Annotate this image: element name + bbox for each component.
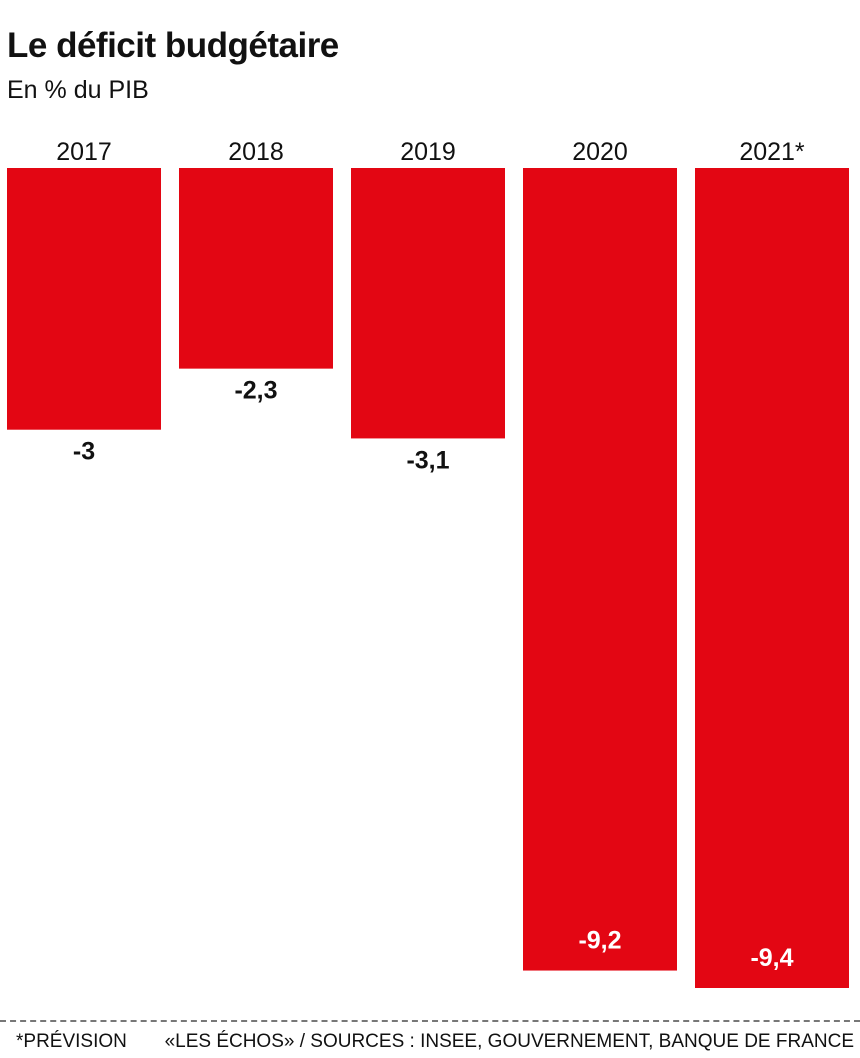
chart-title: Le déficit budgétaire — [7, 26, 339, 65]
value-label: -3,1 — [406, 446, 449, 474]
footnote-prevision: *PRÉVISION — [16, 1031, 127, 1052]
category-label: 2019 — [400, 138, 456, 166]
bar-chart: 2017 -3 2018 -2,3 2019 -3,1 2020 -9,2 2021* -9,4 — [7, 138, 849, 988]
bar-2021 — [695, 168, 849, 988]
category-label: 2021* — [739, 138, 805, 166]
value-label: -3 — [73, 438, 95, 466]
category-label: 2020 — [572, 138, 628, 166]
value-label: -2,3 — [234, 377, 277, 405]
bar-2019 — [351, 168, 505, 439]
bar-2020 — [523, 168, 677, 971]
value-label: -9,2 — [578, 927, 621, 955]
category-label: 2017 — [56, 138, 112, 166]
category-label: 2018 — [228, 138, 284, 166]
value-label: -9,4 — [750, 944, 793, 972]
bar-2018 — [179, 168, 333, 369]
chart-subtitle: En % du PIB — [7, 76, 149, 104]
bar-2017 — [7, 168, 161, 430]
footer-divider — [0, 1020, 860, 1022]
source-credit: «LES ÉCHOS» / SOURCES : INSEE, GOUVERNEM… — [164, 1031, 854, 1052]
